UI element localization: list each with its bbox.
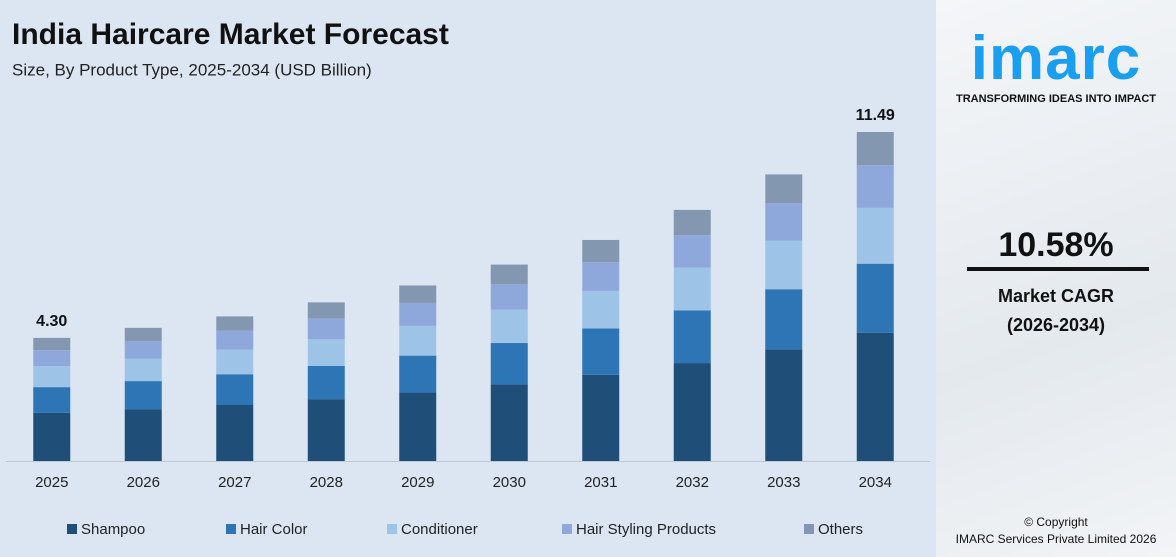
bar-segment <box>582 374 620 461</box>
bar-segment <box>765 203 803 241</box>
legend-label: Shampoo <box>81 521 145 538</box>
chart-subtitle: Size, By Product Type, 2025-2034 (USD Bi… <box>12 60 372 79</box>
bar-segment <box>307 365 345 400</box>
bar-segment <box>582 290 620 329</box>
bar-segment <box>399 392 437 461</box>
bar-segment <box>33 366 71 388</box>
bar-segment <box>856 165 894 208</box>
bar-segment <box>399 325 437 356</box>
bar-segment <box>124 358 162 382</box>
legend-label: Others <box>818 521 863 538</box>
sidebar: imarc TRANSFORMING IDEAS INTO IMPACT 10.… <box>936 0 1176 557</box>
bar-segment <box>856 207 894 264</box>
bar-segment <box>673 209 711 236</box>
logo: imarc <box>970 24 1142 93</box>
legend-label: Hair Color <box>240 521 308 538</box>
x-tick-label: 2030 <box>493 474 526 491</box>
bar-segment <box>307 339 345 366</box>
legend-swatch <box>562 524 572 534</box>
bar-segment <box>33 337 71 351</box>
x-tick-label: 2033 <box>767 474 800 491</box>
chart: India Haircare Market Forecast Size, By … <box>6 18 930 538</box>
bar-segment <box>307 302 345 319</box>
x-tick-label: 2031 <box>584 474 617 491</box>
bar-segment <box>216 404 254 461</box>
x-tick-label: 2034 <box>859 474 892 491</box>
company: IMARC Services Private Limited 2026 <box>955 532 1157 546</box>
bar-segment <box>216 316 254 331</box>
bar-segment <box>490 284 528 310</box>
x-tick-label: 2029 <box>401 474 434 491</box>
x-tick-label: 2026 <box>127 474 160 491</box>
bar-segment <box>765 174 803 204</box>
cagr-value: 10.58% <box>998 226 1114 264</box>
bar-segment <box>399 302 437 326</box>
bar-segment <box>124 341 162 359</box>
chart-title: India Haircare Market Forecast <box>12 18 449 51</box>
bar-segment <box>673 267 711 311</box>
bar-segment <box>765 349 803 461</box>
legend-swatch <box>67 524 77 534</box>
bar-segment <box>673 235 711 268</box>
bar-segment <box>124 409 162 461</box>
x-tick-label: 2027 <box>218 474 251 491</box>
bar-segment <box>856 132 894 166</box>
bar-segment <box>856 332 894 461</box>
bar-segment <box>765 240 803 290</box>
bar-segment <box>399 355 437 393</box>
total-label: 11.49 <box>856 107 895 124</box>
bar-segment <box>490 343 528 385</box>
bar-segment <box>216 374 254 405</box>
legend-swatch <box>226 524 236 534</box>
cagr-period: (2026-2034) <box>1006 315 1106 335</box>
bar-segment <box>124 327 162 342</box>
copyright: © Copyright <box>1024 515 1088 529</box>
x-tick-label: 2028 <box>310 474 343 491</box>
legend-swatch <box>804 524 814 534</box>
total-label: 4.30 <box>36 313 67 330</box>
bar-segment <box>216 330 254 350</box>
bar-segment <box>673 363 711 461</box>
bar-segment <box>490 264 528 285</box>
bar-segment <box>33 387 71 413</box>
legend-swatch <box>387 524 397 534</box>
cagr-label: Market CAGR <box>997 286 1115 306</box>
bar-segment <box>582 328 620 375</box>
legend-label: Conditioner <box>401 521 478 538</box>
bar-segment <box>765 289 803 350</box>
bar-segment <box>490 309 528 344</box>
bar-segment <box>582 239 620 263</box>
bar-segment <box>307 318 345 340</box>
bar-segment <box>33 350 71 367</box>
bar-segment <box>33 412 71 461</box>
bar-segment <box>399 285 437 303</box>
bar-segment <box>307 399 345 461</box>
bar-segment <box>124 381 162 410</box>
bar-segment <box>582 262 620 291</box>
legend-label: Hair Styling Products <box>576 521 716 538</box>
divider <box>967 267 1149 271</box>
bar-segment <box>673 310 711 364</box>
tagline: TRANSFORMING IDEAS INTO IMPACT <box>955 93 1157 105</box>
x-tick-label: 2025 <box>35 474 68 491</box>
bar-segment <box>490 384 528 461</box>
x-tick-label: 2032 <box>676 474 709 491</box>
bar-segment <box>216 349 254 375</box>
bar-segment <box>856 263 894 333</box>
